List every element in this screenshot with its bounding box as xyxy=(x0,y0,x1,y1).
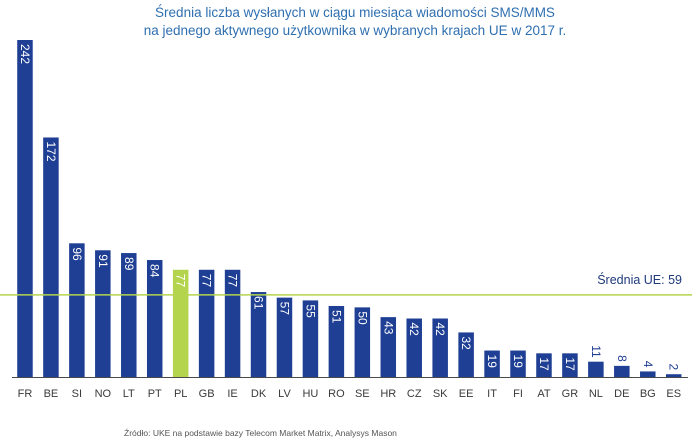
value-label-hu: 55 xyxy=(303,304,317,318)
value-label-be: 172 xyxy=(44,141,58,161)
chart-title: Średnia liczba wysłanych w ciągu miesiąc… xyxy=(120,4,590,40)
value-label-ro: 51 xyxy=(329,310,343,324)
category-label-es: ES xyxy=(666,388,681,400)
value-label-bg: 4 xyxy=(641,361,655,368)
category-label-si: SI xyxy=(72,388,82,400)
bar-be xyxy=(43,137,59,377)
value-label-es: 2 xyxy=(667,364,681,371)
bar-ro xyxy=(328,305,345,377)
bar-gb xyxy=(198,269,215,377)
value-label-pl: 77 xyxy=(174,274,188,288)
category-label-hr: HR xyxy=(380,388,396,400)
bar-ee xyxy=(458,332,474,377)
category-label-de: DE xyxy=(614,388,629,400)
bar-pt xyxy=(146,260,163,377)
chart-title-line-2: na jednego aktywnego użytkownika w wybra… xyxy=(143,23,567,38)
category-label-nl: NL xyxy=(589,388,603,400)
bar-es xyxy=(665,374,682,377)
category-label-no: NO xyxy=(95,388,112,400)
category-label-it: IT xyxy=(487,388,497,400)
category-label-se: SE xyxy=(355,388,370,400)
value-label-sk: 42 xyxy=(433,323,447,337)
bar-fr xyxy=(17,40,33,377)
bar-lv xyxy=(276,297,293,377)
category-label-lv: LV xyxy=(278,388,291,400)
value-label-pt: 84 xyxy=(148,264,162,278)
category-label-cz: CZ xyxy=(407,388,422,400)
value-label-dk: 61 xyxy=(252,296,266,310)
value-label-fi: 19 xyxy=(511,355,525,369)
bar-ie xyxy=(224,269,241,377)
bar-cz xyxy=(406,318,422,377)
category-label-at: AT xyxy=(537,388,551,400)
value-label-it: 19 xyxy=(485,355,499,369)
bar-no xyxy=(95,250,111,377)
category-label-ie: IE xyxy=(227,388,237,400)
value-label-at: 17 xyxy=(537,357,551,371)
bar-fi xyxy=(510,350,526,377)
bar-pl xyxy=(172,269,189,377)
value-label-hr: 43 xyxy=(381,321,395,335)
category-label-lt: LT xyxy=(123,388,135,400)
bar-it xyxy=(484,350,500,377)
bar-de xyxy=(614,365,630,377)
category-label-pl: PL xyxy=(174,388,187,400)
value-label-ee: 32 xyxy=(459,336,473,350)
average-label: Średnia UE: 59 xyxy=(597,272,682,287)
bar-hu xyxy=(302,300,319,377)
category-label-be: BE xyxy=(44,388,59,400)
category-label-sk: SK xyxy=(433,388,448,400)
bar-gr xyxy=(562,353,578,377)
bar-at xyxy=(536,353,552,377)
bar-se xyxy=(354,307,371,377)
category-label-gr: GR xyxy=(562,388,579,400)
bar-nl xyxy=(588,361,604,377)
category-label-gb: GB xyxy=(199,388,215,400)
value-label-lv: 57 xyxy=(277,302,291,316)
value-label-de: 8 xyxy=(615,355,629,362)
category-label-ro: RO xyxy=(328,388,345,400)
category-label-fi: FI xyxy=(513,388,523,400)
chart-title-line-1: Średnia liczba wysłanych w ciągu miesiąc… xyxy=(155,5,555,20)
bar-dk xyxy=(250,292,267,377)
bar-si xyxy=(69,243,85,377)
value-label-nl: 11 xyxy=(589,345,603,358)
category-label-dk: DK xyxy=(251,388,267,400)
bar-lt xyxy=(121,253,137,377)
category-label-pt: PT xyxy=(148,388,162,400)
bar-bg xyxy=(640,371,656,377)
source-note: Źródło: UKE na podstawie bazy Telecom Ma… xyxy=(124,428,397,438)
category-label-hu: HU xyxy=(302,388,318,400)
value-label-cz: 42 xyxy=(407,323,421,337)
bar-hr xyxy=(380,317,397,377)
value-label-no: 91 xyxy=(96,254,110,268)
value-label-lt: 89 xyxy=(122,257,136,271)
value-label-fr: 242 xyxy=(18,44,32,64)
value-label-gr: 17 xyxy=(563,357,577,371)
category-label-fr: FR xyxy=(18,388,33,400)
value-label-se: 50 xyxy=(355,311,369,325)
category-label-ee: EE xyxy=(459,388,474,400)
bar-sk xyxy=(432,318,448,377)
value-label-si: 96 xyxy=(70,247,84,261)
category-label-bg: BG xyxy=(640,388,656,400)
value-label-ie: 77 xyxy=(226,274,240,288)
bar-chart: 242FR172BE96SI91NO89LT84PT77PL77GB77IE61… xyxy=(0,40,692,400)
value-label-gb: 77 xyxy=(200,274,214,288)
